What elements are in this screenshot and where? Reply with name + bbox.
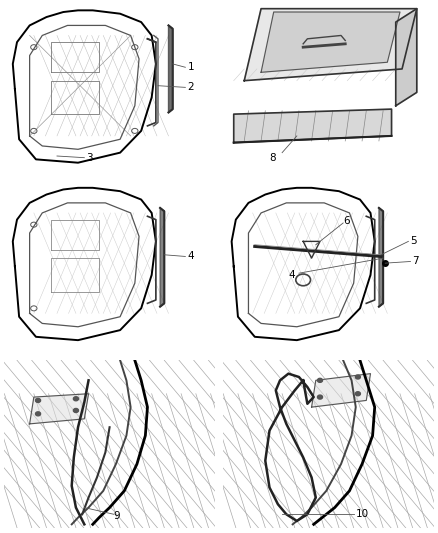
Polygon shape [244, 9, 417, 80]
Circle shape [318, 395, 322, 399]
Polygon shape [160, 208, 164, 306]
Text: 10: 10 [356, 509, 369, 519]
Polygon shape [234, 109, 392, 143]
Text: 2: 2 [187, 83, 194, 92]
Circle shape [35, 399, 41, 402]
Text: 7: 7 [413, 256, 419, 266]
Text: 5: 5 [410, 237, 417, 246]
Text: 6: 6 [343, 216, 350, 227]
Polygon shape [30, 394, 88, 424]
Text: 1: 1 [187, 62, 194, 72]
Circle shape [355, 392, 360, 395]
Text: 4: 4 [187, 252, 194, 262]
Polygon shape [311, 374, 371, 407]
Circle shape [74, 397, 78, 401]
Text: 3: 3 [86, 152, 93, 163]
Circle shape [74, 408, 78, 413]
Circle shape [35, 412, 41, 416]
Text: 8: 8 [269, 152, 276, 163]
Circle shape [318, 378, 322, 382]
Circle shape [355, 375, 360, 379]
Text: 4: 4 [288, 270, 295, 280]
Polygon shape [169, 26, 173, 112]
Text: 9: 9 [114, 511, 120, 521]
Polygon shape [379, 208, 383, 306]
Polygon shape [261, 12, 400, 72]
Polygon shape [396, 9, 417, 106]
